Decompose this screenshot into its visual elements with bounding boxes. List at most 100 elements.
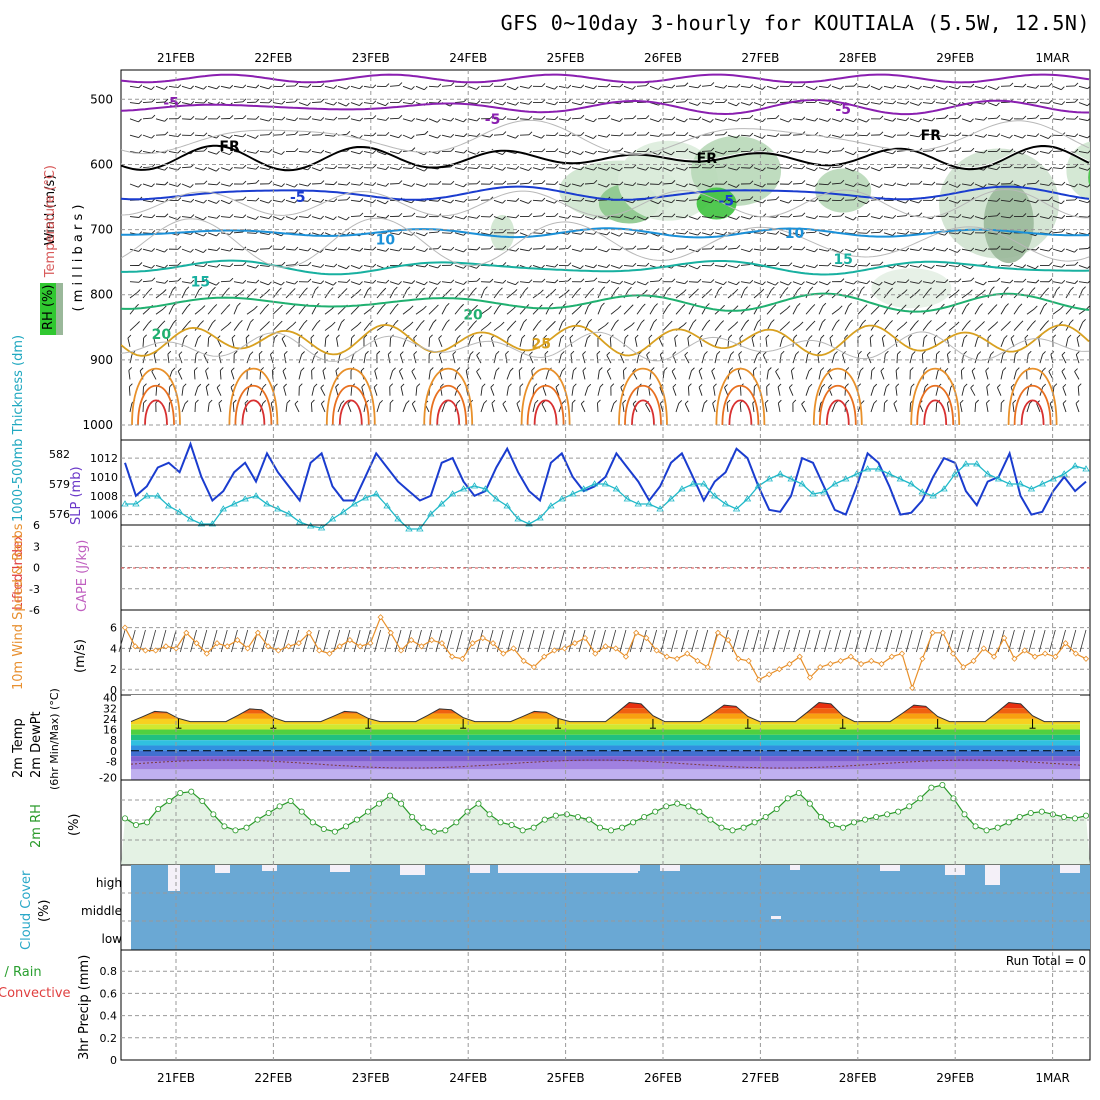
- wind-barb: [724, 384, 729, 396]
- wind-barb: [220, 151, 233, 156]
- wind-barb: [597, 166, 610, 171]
- wind-barb: [883, 100, 897, 105]
- wind-barb: [1000, 286, 1009, 299]
- wind-barb: [285, 148, 299, 152]
- wind-barb: [959, 399, 964, 413]
- wind-barb: [909, 199, 922, 204]
- wind-barb: [441, 147, 455, 152]
- wind-barb: [311, 180, 325, 185]
- wind-barb: [337, 216, 350, 221]
- surface-wind-barb: [824, 629, 831, 653]
- cloud-gap: [330, 865, 350, 872]
- wind-barb: [922, 197, 936, 201]
- wind-barb: [571, 230, 585, 235]
- rh-shade-blob: [1088, 167, 1090, 188]
- wind-speed-point: [1042, 650, 1049, 657]
- wind-barb: [935, 147, 949, 152]
- wind-barb: [831, 305, 843, 315]
- wind-speed-point: [551, 647, 558, 654]
- wind-barb: [870, 367, 876, 380]
- wind-barb: [986, 383, 991, 396]
- wind-barb: [402, 85, 415, 90]
- wind-barb: [870, 400, 878, 413]
- wind-barb: [701, 288, 712, 299]
- rh-axis-label: RH (%): [41, 285, 56, 330]
- rh-point: [729, 827, 736, 834]
- wind-barb: [1000, 134, 1013, 139]
- wind-barb: [168, 277, 182, 283]
- cloud-level-high: high: [96, 876, 122, 890]
- wind-barb: [922, 117, 936, 122]
- wind-barb: [584, 334, 591, 347]
- wind-barb: [688, 231, 702, 236]
- wind-barb: [493, 101, 507, 106]
- wind-barb: [649, 85, 662, 90]
- wind-speed-point: [929, 629, 936, 636]
- wind-barb: [805, 183, 818, 187]
- wind-barb: [129, 262, 143, 266]
- wind-barb: [129, 248, 143, 252]
- wind-barb: [701, 100, 715, 105]
- wind-barb: [233, 133, 247, 138]
- wind-barb: [476, 368, 482, 380]
- wind-barb: [1039, 182, 1053, 186]
- thickness-point: [689, 480, 697, 487]
- thickness-point: [361, 494, 369, 501]
- wind-barb: [246, 288, 257, 299]
- wind-barb: [168, 100, 182, 105]
- rh-point: [177, 790, 184, 797]
- pressure-tick-label: 500: [90, 92, 113, 106]
- wind-barb: [922, 264, 935, 269]
- wind-barb: [870, 183, 883, 188]
- surface-wind-barb: [803, 629, 811, 653]
- wind-barb: [766, 304, 777, 315]
- wind-barb: [532, 264, 545, 269]
- wind-barb: [880, 367, 885, 380]
- wind-barb: [411, 400, 417, 413]
- wind-barb: [193, 367, 198, 380]
- wind-barb: [480, 231, 494, 236]
- wind-barb: [389, 82, 403, 87]
- wind-barb: [713, 383, 717, 396]
- wind-barb: [688, 102, 701, 106]
- wind-barb: [896, 117, 910, 122]
- wind-barb: [727, 216, 740, 220]
- wind-speed-point: [1062, 640, 1069, 647]
- wind-barb: [454, 118, 467, 123]
- wind-barb: [701, 279, 715, 283]
- wind-barb: [311, 117, 325, 121]
- wind-axis-label: Wind (m/s): [43, 175, 58, 246]
- surface-wind-barb: [435, 629, 443, 653]
- wind-barb: [987, 114, 1001, 120]
- wind-barb: [219, 367, 224, 380]
- wind-barb: [1078, 199, 1090, 204]
- temp-tick-label: 8: [110, 734, 117, 747]
- wind-barb: [142, 248, 156, 252]
- wind-barb: [701, 82, 715, 87]
- wind-barb: [285, 399, 291, 413]
- wind-speed-point: [489, 640, 497, 647]
- cloud-gaps: [168, 865, 1080, 919]
- thickness-point: [809, 490, 817, 497]
- wind-barb: [532, 148, 546, 153]
- wind-speed-point: [919, 655, 926, 662]
- thickness-point: [1082, 465, 1090, 472]
- wind-barb: [272, 246, 286, 250]
- wind-barb: [740, 114, 754, 120]
- wind-barb: [996, 384, 1002, 396]
- wind-barb: [259, 321, 270, 331]
- wind-barb: [233, 302, 241, 315]
- surface-wind-barb: [527, 629, 535, 653]
- wind-barb: [779, 199, 792, 204]
- wind-barb: [649, 118, 662, 123]
- wind-barb: [714, 351, 721, 364]
- surface-wind-barb: [885, 629, 893, 653]
- thickness-point: [514, 515, 522, 522]
- rh-point: [1016, 814, 1023, 821]
- wind-barb: [142, 85, 155, 90]
- rh-point: [431, 828, 438, 835]
- rh-point: [232, 827, 239, 834]
- wind-barb: [883, 399, 888, 412]
- wind-barb: [584, 246, 598, 250]
